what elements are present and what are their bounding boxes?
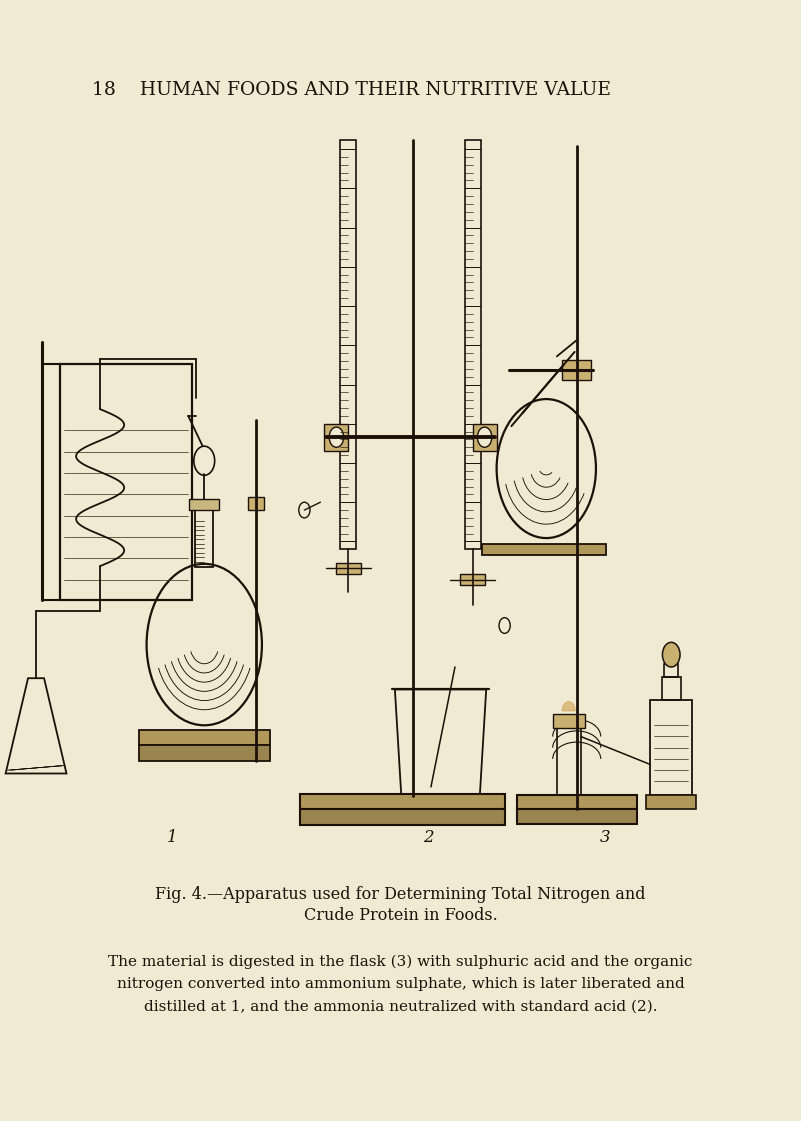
Bar [482,544,606,555]
Circle shape [299,502,310,518]
Text: 18    HUMAN FOODS AND THEIR NUTRITIVE VALUE: 18 HUMAN FOODS AND THEIR NUTRITIVE VALUE [92,81,611,99]
Bar [336,563,361,574]
Text: nitrogen converted into ammonium sulphate, which is later liberated and: nitrogen converted into ammonium sulphat… [117,978,684,991]
Bar [517,809,637,824]
Bar [195,506,213,567]
Bar [340,140,356,549]
Bar [300,809,505,825]
Text: distilled at 1, and the ammonia neutralized with standard acid (2).: distilled at 1, and the ammonia neutrali… [143,1000,658,1013]
Bar [650,700,692,795]
Text: 3: 3 [599,828,610,846]
Bar [465,140,481,549]
Bar [664,664,678,677]
Circle shape [477,427,492,447]
Bar [553,714,585,728]
Circle shape [662,642,680,667]
Bar [517,795,637,809]
Bar [60,364,192,600]
Bar [324,424,348,451]
Bar [189,499,219,510]
Bar [646,795,696,809]
Text: 1: 1 [167,828,178,846]
Bar [562,360,591,380]
Bar [473,424,497,451]
Bar [460,574,485,585]
Circle shape [194,446,215,475]
Bar [139,745,270,761]
Bar [557,716,581,795]
Text: 2: 2 [423,828,434,846]
Bar [300,794,505,809]
Text: Fig. 4.—Apparatus used for Determining Total Nitrogen and: Fig. 4.—Apparatus used for Determining T… [155,886,646,904]
Text: Crude Protein in Foods.: Crude Protein in Foods. [304,907,497,925]
Circle shape [329,427,344,447]
Polygon shape [562,702,575,711]
Bar [139,730,270,745]
Bar [662,677,681,700]
Bar [248,497,264,510]
Circle shape [499,618,510,633]
Text: The material is digested in the flask (3) with sulphuric acid and the organic: The material is digested in the flask (3… [108,955,693,969]
